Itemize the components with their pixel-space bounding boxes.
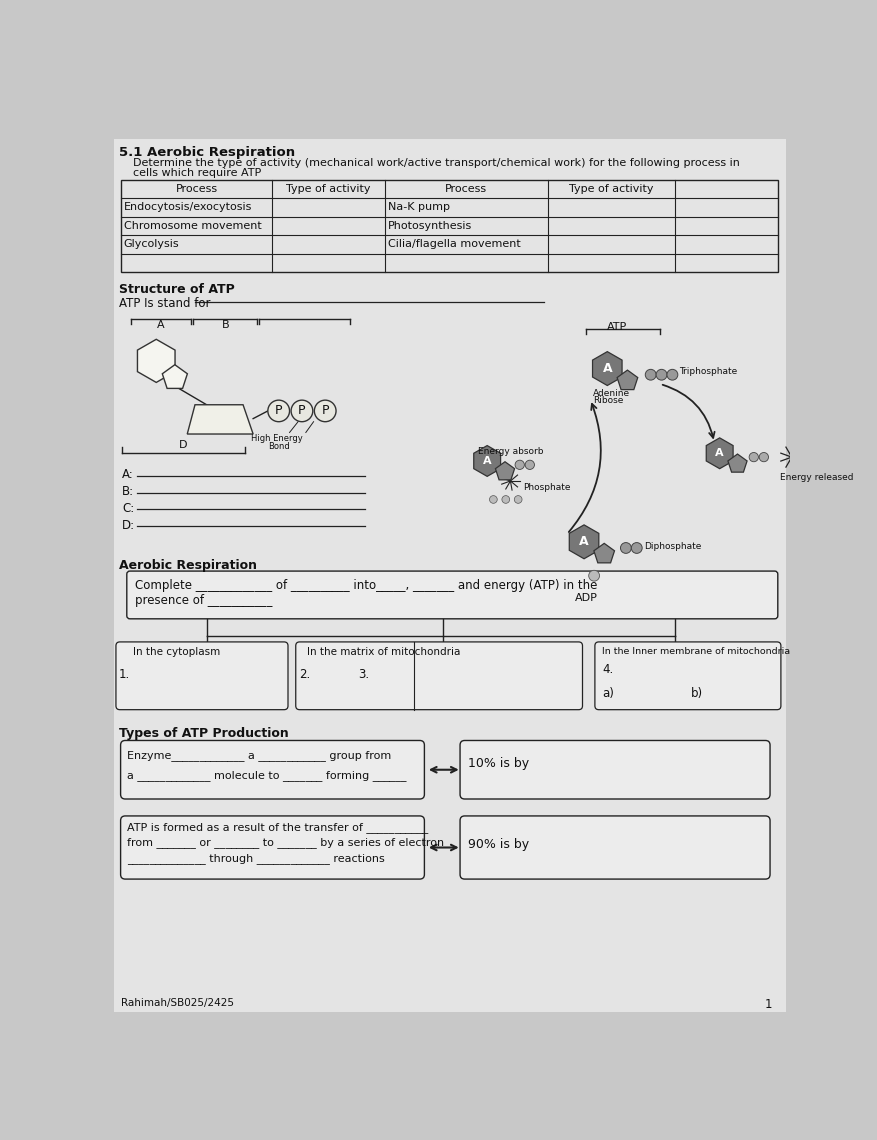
- Circle shape: [502, 496, 509, 504]
- Text: A: A: [482, 456, 491, 466]
- Text: A: A: [602, 363, 611, 375]
- Text: Phosphate: Phosphate: [522, 482, 570, 491]
- Text: Process: Process: [445, 184, 487, 194]
- Polygon shape: [727, 454, 746, 472]
- Text: Adenine: Adenine: [593, 389, 630, 398]
- Text: Types of ATP Production: Types of ATP Production: [119, 726, 289, 740]
- Polygon shape: [138, 340, 175, 382]
- FancyBboxPatch shape: [595, 642, 780, 710]
- Polygon shape: [495, 462, 514, 480]
- Text: In the Inner membrane of mitochondria: In the Inner membrane of mitochondria: [602, 646, 789, 656]
- Text: A:: A:: [122, 467, 134, 481]
- Circle shape: [667, 369, 677, 380]
- Text: Na-K pump: Na-K pump: [388, 202, 450, 212]
- Text: Complete _____________ of __________ into_____, _______ and energy (ATP) in the: Complete _____________ of __________ int…: [134, 579, 596, 592]
- FancyBboxPatch shape: [460, 741, 769, 799]
- FancyBboxPatch shape: [120, 741, 424, 799]
- Text: 90% is by: 90% is by: [467, 838, 528, 850]
- Circle shape: [291, 400, 312, 422]
- Circle shape: [314, 400, 336, 422]
- Circle shape: [631, 543, 641, 553]
- Polygon shape: [474, 446, 500, 477]
- FancyBboxPatch shape: [296, 642, 581, 710]
- Text: Triphosphate: Triphosphate: [678, 367, 736, 376]
- FancyBboxPatch shape: [120, 816, 424, 879]
- Circle shape: [759, 453, 767, 462]
- Bar: [120, 180, 777, 272]
- Text: 3.: 3.: [357, 668, 368, 681]
- Text: Ribose: Ribose: [593, 397, 623, 406]
- Circle shape: [524, 461, 534, 470]
- Text: High Energy: High Energy: [251, 434, 303, 443]
- Text: Type of activity: Type of activity: [568, 184, 652, 194]
- Text: 2.: 2.: [298, 668, 310, 681]
- Text: Enzyme_____________ a ____________ group from: Enzyme_____________ a ____________ group…: [126, 750, 390, 760]
- FancyBboxPatch shape: [460, 816, 769, 879]
- Text: presence of ___________: presence of ___________: [134, 594, 272, 608]
- Text: Structure of ATP: Structure of ATP: [119, 283, 234, 296]
- Text: ATP is formed as a result of the transfer of ___________: ATP is formed as a result of the transfe…: [126, 822, 428, 833]
- Text: Energy released: Energy released: [780, 472, 852, 481]
- Text: Bond: Bond: [267, 441, 289, 450]
- FancyBboxPatch shape: [126, 571, 777, 619]
- Polygon shape: [617, 370, 637, 390]
- Circle shape: [655, 369, 667, 380]
- Text: B:: B:: [122, 484, 134, 498]
- Text: A: A: [579, 536, 588, 548]
- Circle shape: [514, 496, 522, 504]
- Circle shape: [489, 496, 496, 504]
- Text: C:: C:: [122, 502, 134, 515]
- Text: Glycolysis: Glycolysis: [124, 239, 179, 250]
- Polygon shape: [705, 438, 732, 469]
- Text: Cilia/flagella movement: Cilia/flagella movement: [388, 239, 520, 250]
- Text: In the matrix of mitochondria: In the matrix of mitochondria: [307, 646, 460, 657]
- Text: Rahimah/SB025/2425: Rahimah/SB025/2425: [120, 998, 233, 1008]
- Text: a): a): [602, 686, 614, 700]
- Text: Process: Process: [175, 184, 217, 194]
- Circle shape: [588, 570, 599, 581]
- Text: ATP Is stand for: ATP Is stand for: [119, 296, 214, 310]
- Text: 10% is by: 10% is by: [467, 757, 528, 771]
- Text: Diphosphate: Diphosphate: [644, 542, 701, 551]
- Text: ATP: ATP: [607, 321, 627, 332]
- Text: In the cytoplasm: In the cytoplasm: [132, 646, 220, 657]
- Text: 4.: 4.: [602, 663, 613, 676]
- Polygon shape: [592, 351, 622, 385]
- Text: Determine the type of activity (mechanical work/active transport/chemical work) : Determine the type of activity (mechanic…: [119, 157, 739, 168]
- Text: cells which require ATP: cells which require ATP: [119, 168, 261, 178]
- Text: Photosynthesis: Photosynthesis: [388, 221, 472, 230]
- Circle shape: [515, 461, 524, 470]
- Text: a _____________ molecule to _______ forming ______: a _____________ molecule to _______ form…: [126, 770, 406, 781]
- Text: P: P: [321, 405, 329, 417]
- Text: ADP: ADP: [574, 593, 597, 603]
- Text: 5.1 Aerobic Respiration: 5.1 Aerobic Respiration: [119, 146, 295, 160]
- Text: P: P: [298, 405, 305, 417]
- Polygon shape: [593, 544, 614, 563]
- Circle shape: [645, 369, 655, 380]
- Circle shape: [267, 400, 289, 422]
- Text: P: P: [275, 405, 282, 417]
- Text: D: D: [179, 440, 188, 450]
- Text: A: A: [157, 320, 165, 331]
- Circle shape: [620, 543, 631, 553]
- Text: b): b): [690, 686, 702, 700]
- Text: D:: D:: [122, 519, 135, 531]
- Text: Chromosome movement: Chromosome movement: [124, 221, 261, 230]
- Circle shape: [748, 453, 758, 462]
- Text: 1: 1: [764, 998, 772, 1011]
- FancyBboxPatch shape: [116, 642, 288, 710]
- Text: ______________ through _____________ reactions: ______________ through _____________ rea…: [126, 853, 384, 864]
- Text: from _______ or ________ to _______ by a series of electron: from _______ or ________ to _______ by a…: [126, 838, 444, 848]
- Polygon shape: [568, 524, 598, 559]
- Text: A: A: [715, 448, 724, 458]
- Text: Type of activity: Type of activity: [286, 184, 370, 194]
- Text: Endocytosis/exocytosis: Endocytosis/exocytosis: [124, 202, 252, 212]
- Text: B: B: [221, 320, 229, 331]
- Text: Energy absorb: Energy absorb: [477, 447, 543, 456]
- Polygon shape: [187, 405, 253, 434]
- Text: 1.: 1.: [119, 668, 130, 681]
- Text: Aerobic Respiration: Aerobic Respiration: [119, 559, 257, 572]
- Polygon shape: [162, 365, 187, 389]
